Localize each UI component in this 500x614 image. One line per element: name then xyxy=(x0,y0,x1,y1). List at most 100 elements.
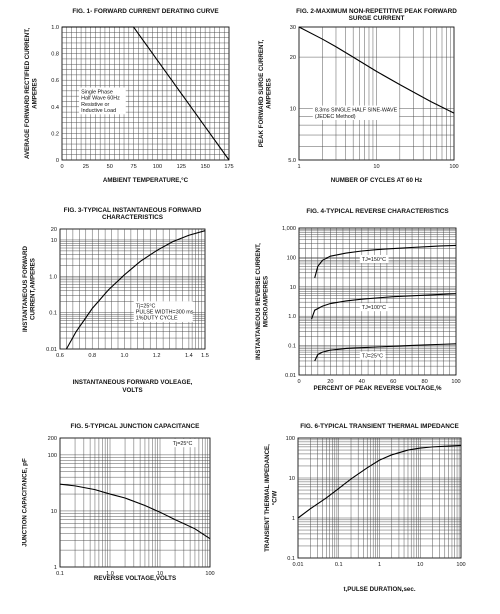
chart-title: FIG. 3-TYPICAL INSTANTANEOUS FORWARD xyxy=(64,207,202,214)
y-tick-label: 0 xyxy=(56,158,59,164)
x-tick-label: 0.6 xyxy=(56,353,64,359)
y-tick-label: 0.8 xyxy=(51,52,59,58)
x-tick-label: 80 xyxy=(421,379,427,385)
x-tick-label: 50 xyxy=(107,164,113,170)
y-tick-label: 5.0 xyxy=(288,158,296,164)
series-line-1 xyxy=(65,230,206,350)
x-tick-label: 20 xyxy=(327,379,333,385)
y-tick-label: 0.2 xyxy=(51,131,59,137)
x-tick-label: 0.8 xyxy=(88,353,96,359)
y-axis-label: INSTANTANEOUS REVERSE CURRENT, xyxy=(255,243,262,360)
series-label-bg xyxy=(359,303,389,312)
x-tick-label: 0.1 xyxy=(56,571,64,577)
series-label-bg xyxy=(359,255,389,264)
series-label: TJ=100°C xyxy=(362,305,386,311)
annotation-text: PULSE WIDTH=300 ms xyxy=(136,310,194,316)
series-line-3 xyxy=(314,343,457,362)
y-tick-label: 1.0 xyxy=(288,314,296,320)
chart-fig-3: 0.6 0.8 1.0 1.2 1.4 1.5 0.01 0.1 1.0 10 20 Tj=25°CP… xyxy=(22,207,209,394)
plot-frame xyxy=(59,228,206,350)
x-tick-label: 75 xyxy=(130,164,136,170)
y-tick-label: 30 xyxy=(290,25,296,31)
series-line-1 xyxy=(297,444,462,519)
x-tick-label: 25 xyxy=(83,164,89,170)
annotation-bg xyxy=(79,87,126,115)
series-line-1 xyxy=(62,26,230,161)
plot-frame xyxy=(59,437,211,568)
x-tick-label: 10 xyxy=(373,164,379,170)
y-axis-label: INSTANTANEOUS FORWARD xyxy=(22,246,29,332)
y-tick-label: 0.1 xyxy=(288,344,296,350)
grid xyxy=(299,228,456,375)
y-axis-label: PEAK FORWARD SURGE CURRENT, xyxy=(258,39,265,147)
x-tick-label: 175 xyxy=(224,164,233,170)
chart-fig-4: 0 20 40 60 80 100 0.01 0.1 1.0 10 100 1,000 TJ=150°C… xyxy=(255,208,461,392)
chart-fig-5: 0.1 1.0 10 100 1 10 100 200 Tj=25°C FIG. 5-TYPICA… xyxy=(22,423,215,582)
y-tick-label: 10 xyxy=(51,238,57,244)
series-line-1 xyxy=(298,26,455,114)
y-tick-label: 1.0 xyxy=(51,25,59,31)
y-tick-label: 100 xyxy=(286,436,295,442)
y-tick-label: 1 xyxy=(54,565,57,571)
y-axis-label: AMPERES xyxy=(31,78,38,109)
x-tick-label: 1.5 xyxy=(201,353,209,359)
series-line-1 xyxy=(59,483,211,540)
chart-title: FIG. 1- FORWARD CURRENT DERATING CURVE xyxy=(72,8,219,15)
annotation-text: Tj=25°C xyxy=(173,441,193,447)
x-tick-label: 1 xyxy=(378,562,381,568)
x-axis-label: NUMBER OF CYCLES AT 60 Hz xyxy=(331,177,422,184)
x-axis-label: PERCENT OF PEAK REVERSE VOLTAGE,% xyxy=(313,385,442,392)
annotation-bg xyxy=(133,301,193,322)
x-axis-label: VOLTS xyxy=(122,387,142,394)
y-axis-label: °C/W xyxy=(271,491,278,506)
x-tick-label: 1.0 xyxy=(106,571,114,577)
annotation-text: Inductive Load xyxy=(81,108,116,114)
chart-title: FIG. 6-TYPICAL TRANSIENT THERMAL IMPEDAN… xyxy=(300,423,459,430)
annotation-text: 8.3ms SINGLE HALF SINE-WAVE xyxy=(315,108,398,114)
y-tick-label: 100 xyxy=(48,453,57,459)
annotation-bg xyxy=(170,439,197,448)
y-axis-label: AVERAGE FORWARD RECTIFIED CURRENT, xyxy=(24,28,31,159)
y-axis-label: AMPERES xyxy=(265,78,272,109)
series-label: TJ=25°C xyxy=(362,354,383,360)
annotation-bg xyxy=(312,105,400,120)
annotation-text: Single Phase xyxy=(81,90,113,96)
series-line-2 xyxy=(311,293,457,320)
x-tick-label: 1.2 xyxy=(153,353,161,359)
grid xyxy=(60,438,210,567)
chart-fig-2: 1 10 100 5.0 10 20 30 8.3ms SINGLE HALF SINE-WA… xyxy=(258,8,459,184)
y-tick-label: 1.0 xyxy=(49,274,57,280)
y-tick-label: 100 xyxy=(287,255,296,261)
y-axis-label: MICROAMPERES xyxy=(262,276,269,327)
x-tick-label: 0 xyxy=(60,164,63,170)
x-tick-label: 1 xyxy=(297,164,300,170)
y-tick-label: 0.01 xyxy=(46,347,57,353)
annotation-text: 1%DUTY CYCLE xyxy=(136,316,178,322)
y-tick-label: 10 xyxy=(290,285,296,291)
x-tick-label: 0 xyxy=(297,379,300,385)
x-tick-label: 150 xyxy=(200,164,209,170)
x-tick-label: 0.01 xyxy=(293,562,304,568)
y-tick-label: 1,000 xyxy=(282,226,296,232)
x-axis-label: AMBIENT TEMPERATURE,°C xyxy=(103,177,189,184)
y-tick-label: 0.1 xyxy=(287,556,295,562)
x-axis-label: INSTANTANEOUS FORWARD VOLEAGE, xyxy=(73,379,193,386)
y-tick-label: 10 xyxy=(51,509,57,515)
y-tick-label: 0.6 xyxy=(51,78,59,84)
series-label-bg xyxy=(359,351,386,360)
chart-title: FIG. 4-TYPICAL REVERSE CHARACTERISTICS xyxy=(306,208,449,215)
y-tick-label: 200 xyxy=(48,436,57,442)
y-tick-label: 10 xyxy=(289,476,295,482)
chart-title: SURGE CURRENT xyxy=(349,15,405,22)
y-axis-label: JUNCTION CAPACITANCE, pF xyxy=(22,458,29,547)
y-tick-label: 0.1 xyxy=(49,311,57,317)
x-tick-label: 60 xyxy=(390,379,396,385)
y-tick-label: 0.4 xyxy=(51,105,59,111)
y-tick-label: 10 xyxy=(290,107,296,113)
x-axis-label: t,PULSE DURATION,sec. xyxy=(343,586,415,593)
annotation-text: Half Wave 60Hz xyxy=(81,96,120,102)
y-axis-label: TRANSIENT THERMAL IMPEDANCE, xyxy=(264,444,271,552)
y-tick-label: 20 xyxy=(51,227,57,233)
